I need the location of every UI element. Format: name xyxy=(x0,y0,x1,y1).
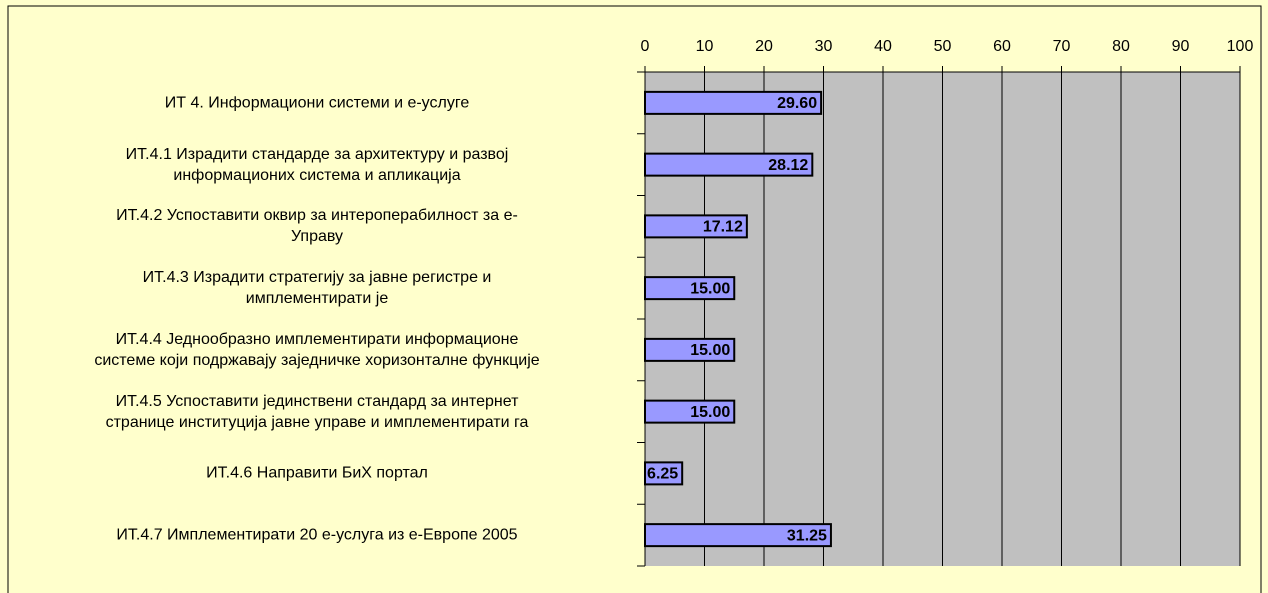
data-label: 28.12 xyxy=(768,157,808,174)
x-tick-label: 10 xyxy=(696,38,714,55)
category-label: ИТ.4.4 Једнообразно имплементирати инфор… xyxy=(94,330,540,369)
data-label: 29.60 xyxy=(777,95,817,112)
x-tick-label: 80 xyxy=(1112,38,1130,55)
bar xyxy=(644,337,736,362)
x-tick-label: 20 xyxy=(755,38,773,55)
category-label: ИТ.4.3 Израдити стратегију за јавне реги… xyxy=(142,269,492,308)
bar xyxy=(644,523,832,548)
category-label: ИТ 4. Информациони системи и е-услуге xyxy=(164,94,470,112)
data-label: 15.00 xyxy=(690,404,730,421)
x-tick-label: 90 xyxy=(1172,38,1190,55)
bar xyxy=(644,90,823,115)
bar xyxy=(644,152,814,177)
data-label: 31.25 xyxy=(787,527,827,544)
data-label: 15.00 xyxy=(690,280,730,297)
bar xyxy=(644,399,736,424)
x-tick-label: 40 xyxy=(874,38,892,55)
data-label: 6.25 xyxy=(647,466,678,483)
x-tick-label: 60 xyxy=(993,38,1011,55)
category-label: ИТ.4.6 Направити БиХ портал xyxy=(206,464,428,482)
x-tick-label: 70 xyxy=(1053,38,1071,55)
x-tick-label: 100 xyxy=(1227,38,1254,55)
category-label: ИТ.4.5 Успоставити јединствени стандард … xyxy=(105,392,529,431)
bar xyxy=(644,461,684,486)
category-label: ИТ.4.2 Успоставити оквир за интеропераби… xyxy=(116,207,518,246)
category-label: ИТ.4.1 Израдити стандарде за архитектуру… xyxy=(125,145,509,184)
x-tick-label: 0 xyxy=(641,38,650,55)
chart-border xyxy=(7,5,1262,593)
category-label: ИТ.4.7 Имплементирати 20 е-услуга из е-Е… xyxy=(116,526,518,544)
x-tick-label: 50 xyxy=(934,38,952,55)
data-label: 17.12 xyxy=(703,219,743,236)
data-label: 15.00 xyxy=(690,342,730,359)
bar xyxy=(644,276,736,301)
x-tick-label: 30 xyxy=(815,38,833,55)
bar xyxy=(644,214,748,239)
